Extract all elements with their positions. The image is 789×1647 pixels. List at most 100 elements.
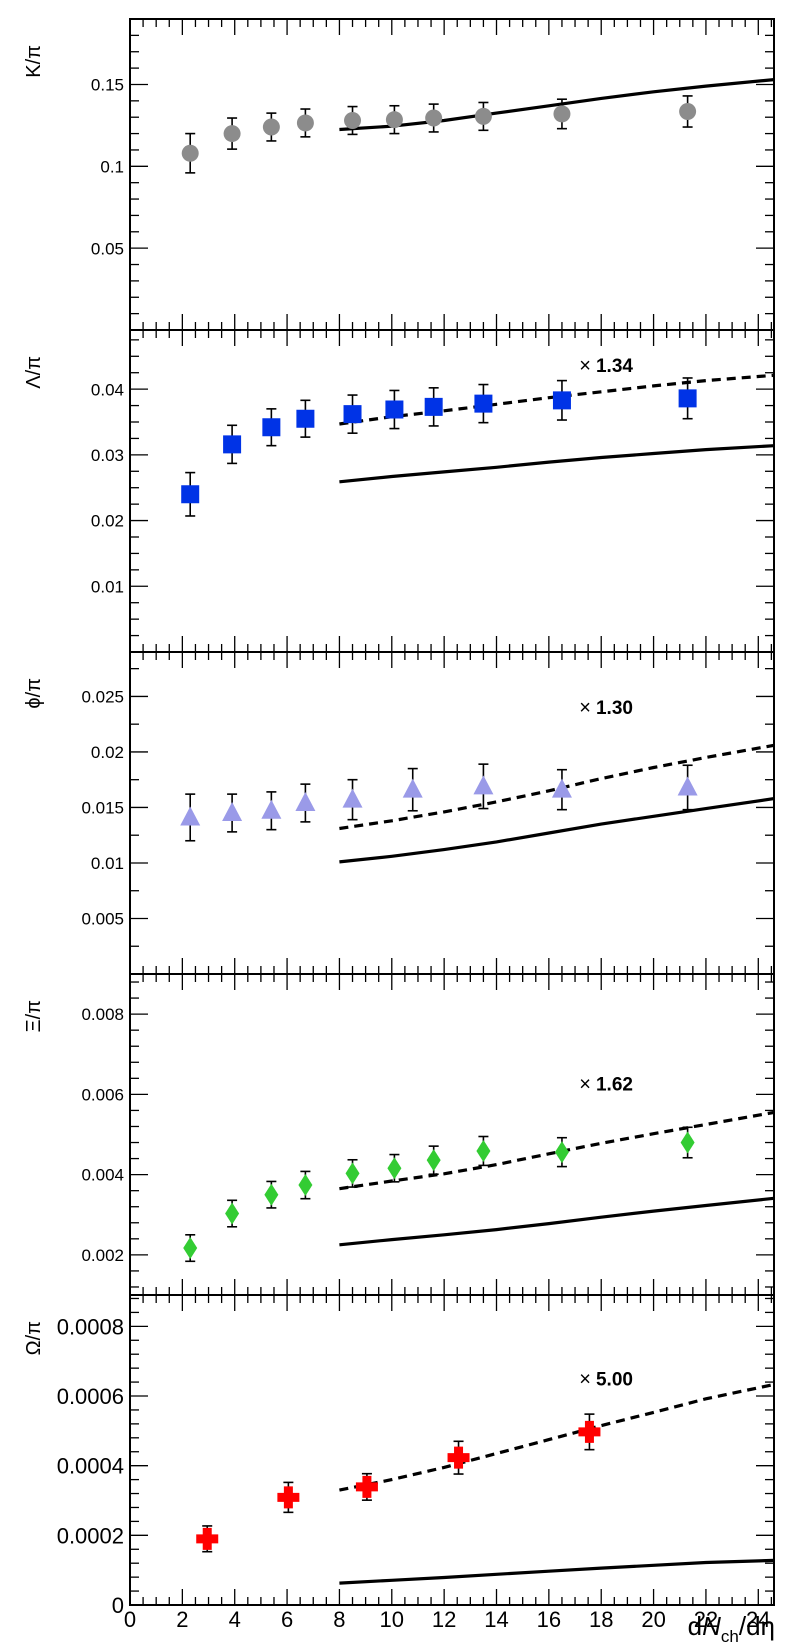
x-tick-label: 10 <box>380 1607 404 1632</box>
model-curve <box>339 1558 775 1585</box>
scaled-model-curve <box>339 1382 775 1492</box>
y-axis-title: Ω/π <box>23 1321 45 1355</box>
data-point <box>264 1183 279 1206</box>
model-curve <box>339 1196 775 1247</box>
scaled-model-curve <box>339 373 775 426</box>
data-point <box>225 1202 240 1225</box>
data-point <box>345 1162 360 1185</box>
scaled-model-curve <box>339 743 775 831</box>
x-axis: 0 2 4 6 8 10 12 14 16 18 20 22 24 <box>124 1607 771 1632</box>
data-point <box>554 1141 569 1164</box>
y-tick-label: 0.008 <box>81 1005 124 1024</box>
data-point <box>298 1174 313 1197</box>
x-tick-label: 0 <box>124 1607 136 1632</box>
data-point <box>296 409 315 428</box>
data-point <box>476 1139 491 1162</box>
x-tick-label: 6 <box>281 1607 293 1632</box>
y-axis-title: K/π <box>23 45 45 78</box>
y-tick-label: 0.03 <box>91 446 124 465</box>
data-point <box>355 1475 378 1498</box>
data-point <box>385 400 404 419</box>
scale-times-symbol: × <box>579 1369 591 1391</box>
y-tick-label: 0.004 <box>81 1166 124 1185</box>
panel-4: 0.002 0.004 0.006 0.008 Ξ/π × 1.62 <box>23 973 775 1296</box>
data-point <box>553 105 571 123</box>
data-point <box>474 107 492 125</box>
y-tick-label: 0.0006 <box>57 1384 124 1409</box>
y-tick-label: 0.02 <box>91 743 124 762</box>
data-point <box>474 394 493 413</box>
data-point <box>222 802 243 821</box>
data-point <box>181 485 200 504</box>
x-tick-label: 8 <box>333 1607 345 1632</box>
y-axis-title: Λ/π <box>23 356 45 389</box>
scale-times-symbol: × <box>579 697 591 719</box>
scale-factor-label: 5.00 <box>596 1370 633 1391</box>
y-tick-label: 0.0008 <box>57 1314 124 1339</box>
y-axis-title: Ξ/π <box>23 1000 45 1032</box>
x-tick-label: 4 <box>229 1607 241 1632</box>
y-tick-label: 0.1 <box>100 157 124 176</box>
y-tick-label: 0.15 <box>91 76 124 95</box>
y-tick-label: 0.01 <box>91 854 124 873</box>
y-tick-label: 0.025 <box>81 688 124 707</box>
data-point <box>295 792 316 812</box>
x-axis-title-n: N <box>702 1611 721 1641</box>
data-point <box>677 776 698 796</box>
data-point <box>296 114 314 132</box>
scale-factor-label: 1.30 <box>596 698 633 719</box>
y-tick-label: 0.05 <box>91 239 124 258</box>
data-point <box>183 1237 198 1260</box>
panels-layer: 0.050.10.15K/π0.010.020.030.04Λ/π × 1.340.… <box>23 18 775 1632</box>
x-tick-label: 22 <box>694 1607 718 1632</box>
data-point <box>679 102 697 120</box>
y-tick-label: 0.006 <box>81 1085 124 1104</box>
data-point <box>342 788 363 808</box>
y-tick-label: 0.04 <box>91 380 124 399</box>
model-curve <box>339 444 775 484</box>
data-point <box>262 418 281 437</box>
y-tick-label: 0.0004 <box>57 1454 124 1479</box>
scale-times-symbol: × <box>579 355 591 377</box>
data-point <box>425 109 443 127</box>
data-point <box>552 391 571 410</box>
scale-times-symbol: × <box>579 1073 591 1095</box>
data-point <box>387 1157 402 1180</box>
data-point <box>424 397 443 416</box>
x-tick-label: 2 <box>176 1607 188 1632</box>
y-tick-label: 0.01 <box>91 577 124 596</box>
data-point <box>426 1149 441 1172</box>
x-tick-label: 14 <box>484 1607 508 1632</box>
x-axis-title-tail: /dη <box>739 1611 775 1641</box>
data-point <box>196 1527 219 1550</box>
y-tick-label: 0.005 <box>81 910 124 929</box>
data-point <box>261 799 282 819</box>
panel-frame <box>129 1294 775 1606</box>
y-tick-label: 0.0002 <box>57 1523 124 1548</box>
data-point <box>578 1420 601 1443</box>
x-axis-title-d: d <box>688 1611 702 1641</box>
y-tick-label: 0 <box>112 1593 124 1618</box>
y-tick-label: 0.015 <box>81 799 124 818</box>
x-tick-label: 24 <box>746 1607 770 1632</box>
y-axis-title: ϕ/π <box>23 678 45 709</box>
data-point <box>473 775 494 795</box>
data-point <box>343 405 362 424</box>
panel-5: 0 0.0002 0.0004 0.0006 0.0008 Ω/π × 5.00 <box>23 1294 775 1618</box>
scaled-model-curve <box>339 1110 775 1191</box>
data-point <box>385 111 403 129</box>
x-axis-title-subscript: ch <box>721 1627 739 1646</box>
model-curve <box>339 797 775 864</box>
x-tick-label: 16 <box>537 1607 561 1632</box>
x-tick-label: 18 <box>589 1607 613 1632</box>
x-tick-label: 20 <box>641 1607 665 1632</box>
data-point <box>551 778 572 798</box>
data-point <box>180 806 201 826</box>
data-point <box>181 144 199 162</box>
x-tick-label: 12 <box>432 1607 456 1632</box>
panel-1: 0.05 0.1 0.15 K/π <box>23 18 775 331</box>
data-point <box>262 118 280 136</box>
data-point <box>680 1131 695 1154</box>
y-tick-label: 0.002 <box>81 1246 124 1265</box>
